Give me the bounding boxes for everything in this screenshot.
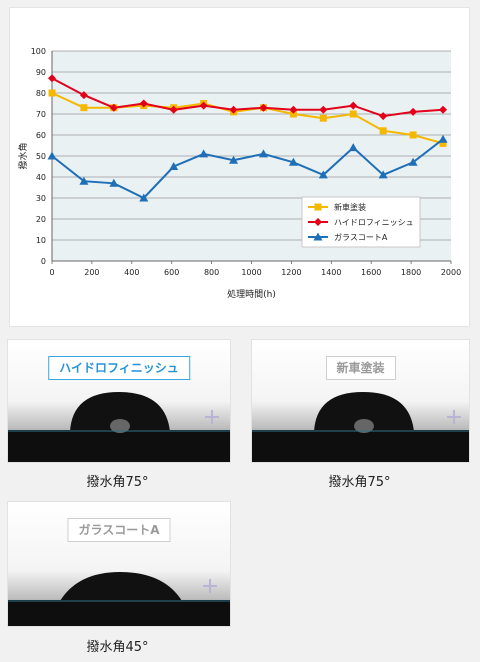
- data-point-new-car-paint: [319, 114, 327, 122]
- y-tick-label: 20: [36, 215, 46, 224]
- legend-marker-hydro-finish: [314, 218, 322, 226]
- x-tick-label: 1600: [361, 268, 381, 277]
- legend-marker-new-car-paint: [314, 203, 322, 211]
- data-point-new-car-paint: [289, 110, 297, 118]
- x-tick-label: 2000: [441, 268, 461, 277]
- data-point-hydro-finish: [109, 103, 118, 112]
- data-point-hydro-finish: [319, 105, 328, 114]
- data-point-hydro-finish: [139, 99, 148, 108]
- data-point-glass-coat-a: [109, 178, 119, 187]
- caption-glass-coat-a: 撥水角45°: [86, 640, 149, 655]
- plus-icon: [447, 410, 461, 424]
- x-tick-label: 1400: [321, 268, 341, 277]
- data-point-new-car-paint: [48, 89, 56, 97]
- series-line-glass-coat-a: [51, 138, 444, 200]
- data-point-glass-coat-a: [229, 155, 239, 164]
- data-point-hydro-finish: [349, 101, 358, 110]
- x-tick-label: 1800: [401, 268, 421, 277]
- data-point-glass-coat-a: [438, 134, 448, 143]
- data-point-hydro-finish: [409, 107, 418, 116]
- data-point-new-car-paint: [379, 127, 387, 135]
- legend-label-hydro-finish: ハイドロフィニッシュ: [334, 218, 414, 227]
- x-tick-label: 200: [84, 268, 99, 277]
- y-axis-label: 撥水角: [17, 142, 29, 169]
- data-point-new-car-paint: [439, 139, 447, 147]
- data-point-glass-coat-a: [318, 170, 328, 179]
- photo-glass-coat-a: ガラスコートA: [7, 501, 231, 627]
- data-point-hydro-finish: [289, 105, 298, 114]
- data-point-glass-coat-a: [199, 149, 209, 158]
- data-point-glass-coat-a: [408, 157, 418, 166]
- data-point-glass-coat-a: [79, 176, 89, 185]
- data-point-glass-coat-a: [288, 157, 298, 166]
- photo-new-car-paint: 新車塗装: [251, 339, 470, 463]
- photo-label-glass-coat-a: ガラスコートA: [67, 518, 171, 542]
- x-axis-label: 処理時間(h): [227, 288, 276, 300]
- legend-label-new-car-paint: 新車塗装: [334, 202, 366, 212]
- plus-icon: [203, 579, 217, 593]
- y-tick-label: 30: [36, 194, 46, 203]
- photo-hydro-finish: ハイドロフィニッシュ: [7, 339, 231, 463]
- photo-label-hydro-finish: ハイドロフィニッシュ: [48, 356, 190, 380]
- data-point-new-car-paint: [349, 110, 357, 118]
- x-tick-label: 0: [49, 268, 54, 277]
- x-tick-label: 600: [164, 268, 179, 277]
- photo-label-new-car-paint: 新車塗装: [325, 356, 396, 380]
- x-tick-label: 400: [124, 268, 139, 277]
- y-tick-label: 100: [31, 47, 46, 56]
- legend-label-glass-coat-a: ガラスコートA: [334, 232, 388, 242]
- droplet-photo-new-car-paint: [252, 340, 469, 462]
- data-point-hydro-finish: [48, 74, 56, 83]
- caption-new-car-paint: 撥水角75°: [328, 475, 391, 490]
- data-point-hydro-finish: [169, 105, 178, 114]
- chart-card: 0 10 20 30 40 50 60 70 80 90 100 0 200 400 600 800 1000 1…: [9, 7, 470, 327]
- y-tick-label: 10: [36, 236, 46, 245]
- x-tick-label: 800: [204, 268, 219, 277]
- data-point-glass-coat-a: [169, 162, 179, 170]
- y-tick-label: 50: [36, 152, 46, 161]
- data-point-hydro-finish: [229, 105, 238, 114]
- data-point-new-car-paint: [80, 104, 88, 112]
- caption-hydro-finish: 撥水角75°: [86, 475, 149, 490]
- y-tick-label: 70: [36, 110, 46, 119]
- plus-icon: [205, 410, 219, 424]
- droplet-photo-glass-coat-a: [8, 502, 230, 626]
- y-tick-label: 90: [36, 68, 46, 77]
- data-point-glass-coat-a: [47, 151, 57, 160]
- y-tick-label: 80: [36, 89, 46, 98]
- data-point-glass-coat-a: [258, 149, 268, 158]
- y-tick-label: 60: [36, 131, 46, 140]
- data-point-glass-coat-a: [378, 170, 388, 179]
- data-point-new-car-paint: [409, 131, 417, 139]
- data-point-hydro-finish: [379, 112, 388, 121]
- data-point-hydro-finish: [79, 91, 88, 100]
- x-tick-label: 1200: [281, 268, 301, 277]
- y-tick-label: 0: [41, 257, 46, 266]
- x-tick-label: 1000: [241, 268, 261, 277]
- data-point-glass-coat-a: [139, 193, 149, 202]
- data-point-hydro-finish: [259, 103, 268, 112]
- legend-marker-glass-coat-a: [313, 232, 323, 241]
- data-point-hydro-finish: [199, 101, 208, 110]
- series-line-hydro-finish: [51, 77, 444, 118]
- data-point-glass-coat-a: [348, 143, 358, 152]
- data-point-hydro-finish: [439, 105, 448, 114]
- y-tick-label: 40: [36, 173, 46, 182]
